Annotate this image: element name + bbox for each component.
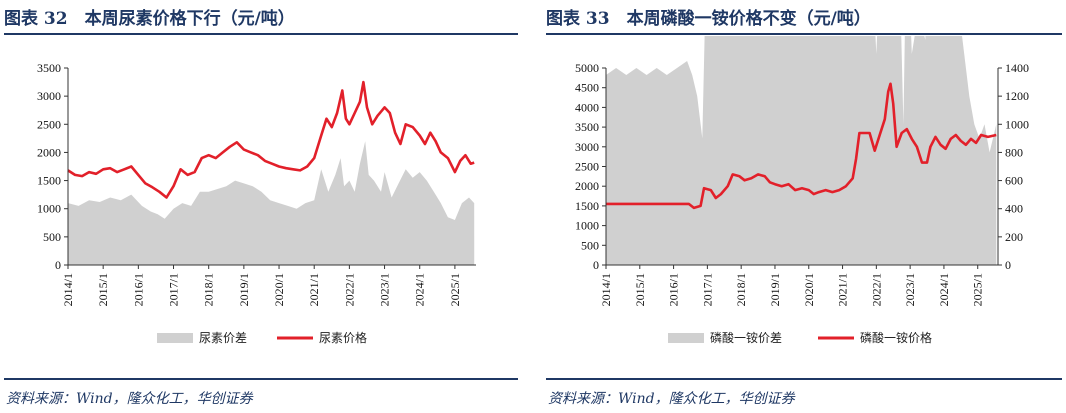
- y-tick-label: 3500: [575, 120, 599, 134]
- y-tick-label: 1500: [37, 174, 61, 188]
- x-tick-label: 2017/1: [167, 273, 181, 306]
- y-tick-label: 1500: [575, 199, 599, 213]
- y-tick-label: 3000: [37, 89, 61, 103]
- x-tick-label: 2025/1: [971, 273, 985, 306]
- x-tick-label: 2024/1: [937, 273, 951, 306]
- y-tick-label: 500: [581, 238, 599, 252]
- legend-swatch-spread: [157, 333, 193, 343]
- title-divider: [546, 33, 1062, 35]
- legend-label-spread: 尿素价差: [199, 331, 247, 345]
- source-note: 资料来源：Wind，隆众化工，华创证券: [548, 391, 795, 407]
- x-tick-label: 2024/1: [413, 273, 427, 306]
- legend-label-spread: 磷酸一铵价差: [710, 330, 782, 345]
- y-tick-label: 5000: [575, 61, 599, 75]
- y-tick-label: 2000: [575, 179, 599, 193]
- y-tick-label: 2000: [37, 145, 61, 159]
- y-tick-label: 0: [55, 258, 61, 272]
- y2-tick-label: 800: [1005, 145, 1023, 159]
- y-tick-label: 1000: [575, 219, 599, 233]
- x-tick-label: 2022/1: [342, 273, 356, 306]
- y-tick-label: 0: [593, 258, 599, 272]
- y2-tick-label: 400: [1005, 202, 1023, 216]
- x-tick-label: 2018/1: [734, 273, 748, 306]
- x-tick-label: 2021/1: [836, 273, 850, 306]
- chart-panel-urea: 图表 32 本周尿素价格下行（元/吨） 3500 3000 2500 2000 1500…: [4, 0, 518, 413]
- x-tick-label: 2020/1: [802, 273, 816, 306]
- chart-title: 图表 32 本周尿素价格下行（元/吨）: [4, 9, 295, 29]
- y-tick-label: 4500: [575, 81, 599, 95]
- map-chart: 5000450040003500300025002000150010005000…: [575, 36, 1029, 345]
- y2-tick-label: 0: [1005, 258, 1011, 272]
- legend-label-price: 尿素价格: [319, 330, 367, 345]
- y2-tick-label: 200: [1005, 230, 1023, 244]
- x-tick-label: 2022/1: [869, 273, 883, 306]
- x-tick-label: 2015/1: [633, 273, 647, 306]
- y-tick-label: 500: [43, 230, 61, 244]
- x-tick-label: 2025/1: [448, 273, 462, 306]
- source-note: 资料来源：Wind，隆众化工，华创证券: [6, 391, 253, 407]
- x-tick-label: 2023/1: [903, 273, 917, 306]
- y-tick-label: 3000: [575, 140, 599, 154]
- price-line-series: [606, 82, 997, 210]
- y2-tick-label: 1000: [1005, 117, 1029, 131]
- x-tick-label: 2014/1: [61, 273, 75, 306]
- legend-label-price: 磷酸一铵价格: [860, 330, 932, 345]
- y-tick-label: 4000: [575, 100, 599, 114]
- y2-tick-label: 1200: [1005, 89, 1029, 103]
- source-divider: [4, 378, 518, 380]
- x-tick-label: 2020/1: [272, 273, 286, 306]
- price-line-series: [67, 80, 475, 199]
- spread-area-series: [606, 36, 997, 265]
- chart-title: 图表 33 本周磷酸一铵价格不变（元/吨）: [546, 9, 871, 29]
- x-tick-label: 2021/1: [307, 273, 321, 306]
- x-tick-label: 2015/1: [96, 273, 110, 306]
- x-tick-label: 2023/1: [378, 273, 392, 306]
- x-tick-label: 2016/1: [667, 273, 681, 306]
- y-tick-label: 3500: [37, 61, 61, 75]
- x-tick-label: 2017/1: [700, 273, 714, 306]
- y-tick-label: 2500: [575, 160, 599, 174]
- chart-panel-map: 图表 33 本周磷酸一铵价格不变（元/吨） 5000 4500 4000 3500 30…: [546, 0, 1062, 413]
- x-tick-label: 2016/1: [131, 273, 145, 306]
- y-tick-label: 2500: [37, 117, 61, 131]
- title-divider: [4, 33, 518, 35]
- x-tick-label: 2014/1: [599, 273, 613, 306]
- y2-tick-label: 1400: [1005, 61, 1029, 75]
- x-tick-label: 2019/1: [237, 273, 251, 306]
- y-tick-label: 1000: [37, 202, 61, 216]
- spread-area-series: [68, 141, 475, 265]
- legend-swatch-spread: [668, 333, 704, 343]
- x-tick-label: 2018/1: [202, 273, 216, 306]
- x-tick-label: 2019/1: [768, 273, 782, 306]
- y2-tick-label: 600: [1005, 174, 1023, 188]
- source-divider: [546, 378, 1062, 380]
